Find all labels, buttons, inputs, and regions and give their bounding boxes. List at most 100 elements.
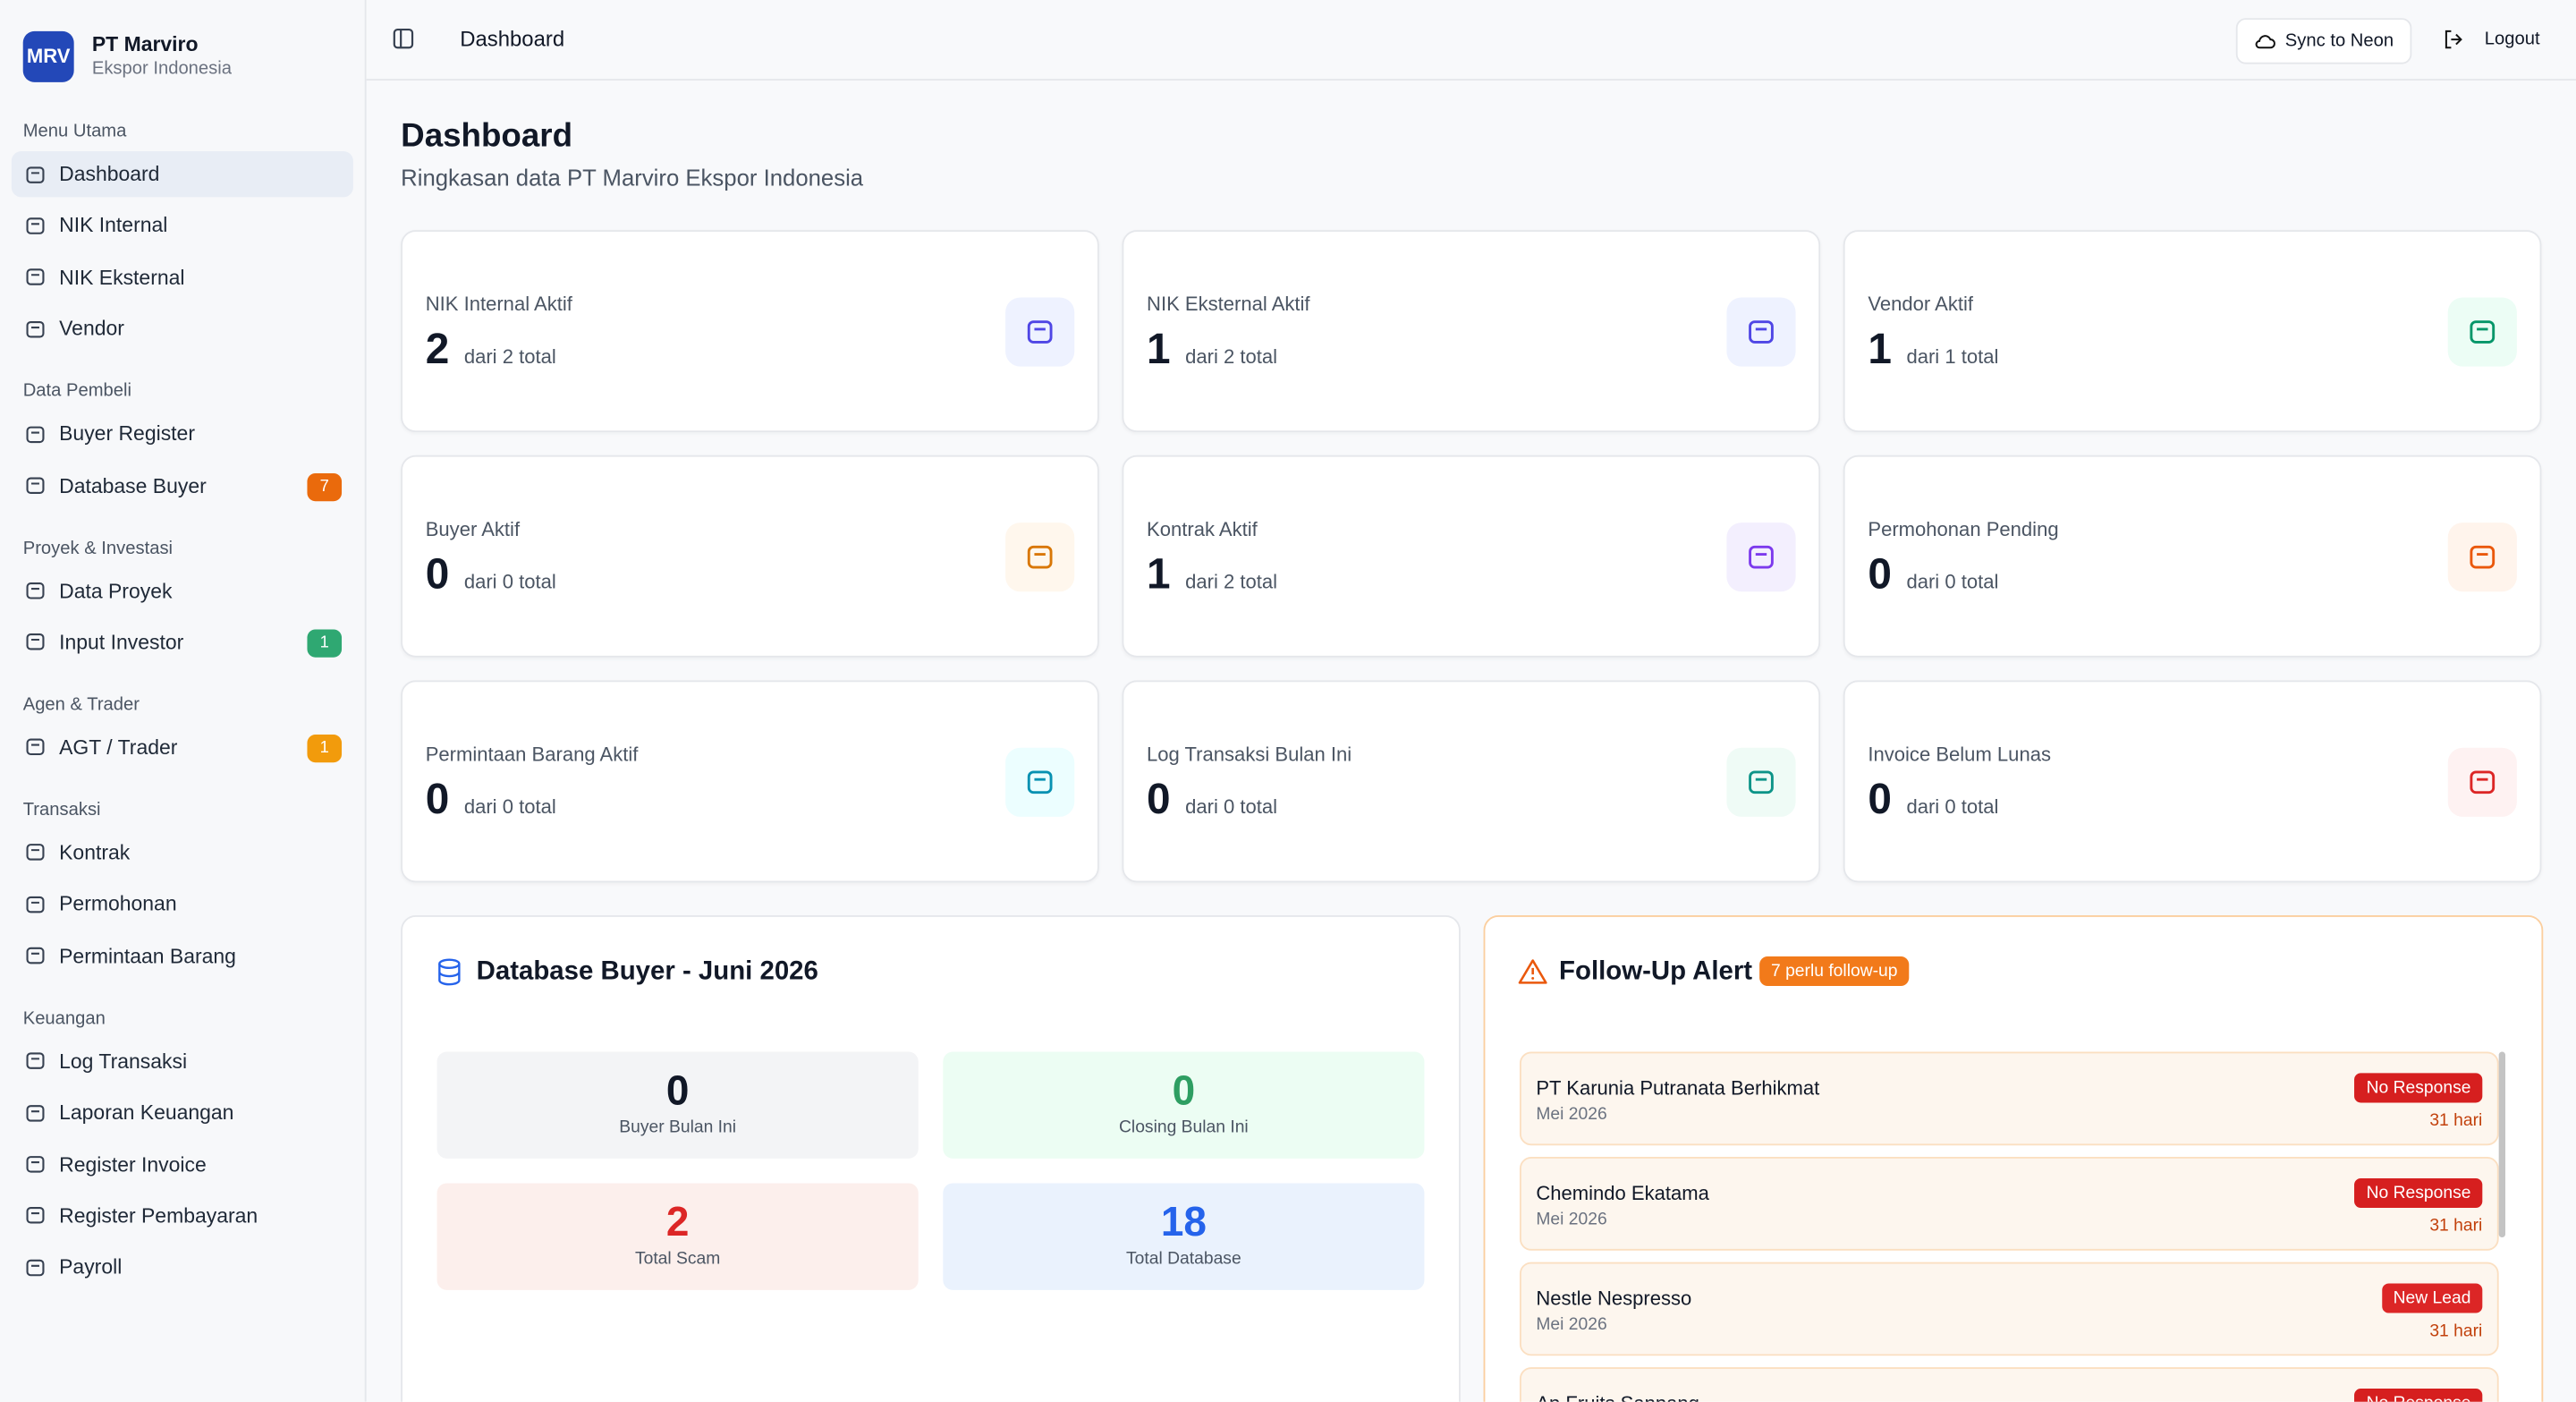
- nav-item[interactable]: Laporan Keuangan: [12, 1090, 353, 1135]
- icon: [26, 1207, 45, 1225]
- alert-month: Mei 2026: [1536, 1209, 1607, 1229]
- stat-card: Buyer Aktif 0 dari 0 total: [401, 455, 1099, 658]
- icon: [26, 1259, 45, 1276]
- stat-value: 0: [425, 774, 450, 824]
- brand-text: PT Marviro Ekspor Indonesia: [92, 33, 232, 79]
- nav-item[interactable]: AGT / Trader 1: [12, 725, 353, 770]
- nav-item[interactable]: NIK Eksternal: [12, 254, 353, 300]
- stat-label: NIK Eksternal Aktif: [1147, 292, 1310, 316]
- alert-month: Mei 2026: [1536, 1104, 1607, 1125]
- nav-item[interactable]: Permintaan Barang: [12, 933, 353, 979]
- sync-label: Sync to Neon: [2284, 30, 2394, 51]
- stat-total: dari 0 total: [463, 570, 556, 594]
- alert-icon: [1518, 959, 1547, 984]
- nav-item-label: Register Invoice: [59, 1152, 207, 1177]
- stat-total: dari 0 total: [463, 794, 556, 819]
- alert-item[interactable]: Nestle Nespresso Mei 2026 New Lead 31 hari: [1519, 1262, 2499, 1356]
- alert-item[interactable]: Chemindo Ekatama Mei 2026 No Response 31 ha…: [1519, 1157, 2499, 1251]
- metric-value: 0: [1172, 1067, 1196, 1115]
- nav-item-label: Register Pembayaran: [59, 1204, 258, 1228]
- nav-item-label: Laporan Keuangan: [59, 1100, 234, 1125]
- stat-card: NIK Internal Aktif 2 dari 2 total: [401, 230, 1099, 433]
- alert-days: 31 hari: [2429, 1110, 2483, 1131]
- stat-label: Invoice Belum Lunas: [1868, 743, 2051, 766]
- icon: [1749, 320, 1774, 344]
- topbar-title: Dashboard: [460, 26, 565, 51]
- stat-value: 0: [1147, 774, 1171, 824]
- icon: [26, 425, 45, 443]
- alert-status: No Response: [2354, 1389, 2483, 1402]
- metric-label: Buyer Bulan Ini: [619, 1117, 737, 1138]
- sidebar: MRV PT Marviro Ekspor Indonesia Menu Uta…: [0, 0, 367, 1402]
- icon: [26, 947, 45, 964]
- alert-status: No Response: [2354, 1073, 2483, 1103]
- stat-total: dari 2 total: [1185, 570, 1278, 594]
- nav-item-label: NIK Eksternal: [59, 266, 185, 289]
- stat-card: Permintaan Barang Aktif 0 dari 0 total: [401, 680, 1099, 883]
- nav-badge: 7: [307, 472, 343, 501]
- stat-value: 2: [425, 323, 450, 373]
- alert-days: 31 hari: [2429, 1216, 2483, 1236]
- sidebar-toggle[interactable]: [393, 28, 414, 49]
- nav-section-title: Proyek & Investasi: [22, 538, 174, 558]
- nav-item[interactable]: Kontrak: [12, 829, 353, 875]
- stat-card: Invoice Belum Lunas 0 dari 0 total: [1843, 680, 2542, 883]
- nav-item-label: Input Investor: [59, 631, 184, 654]
- nav-item[interactable]: NIK Internal: [12, 203, 353, 249]
- nav-item-label: Log Transaksi: [59, 1049, 188, 1073]
- logout-label: Logout: [2484, 30, 2540, 50]
- icon: [26, 320, 45, 337]
- stat-label: Permohonan Pending: [1868, 517, 2059, 541]
- buyer-panel-title: Database Buyer - Juni 2026: [476, 957, 818, 987]
- stat-value: 0: [1868, 774, 1892, 824]
- icon: [2470, 545, 2496, 569]
- metric-label: Total Scam: [634, 1248, 721, 1269]
- nav-item-label: Database Buyer: [59, 474, 207, 497]
- logout-button[interactable]: Logout: [2444, 18, 2540, 61]
- nav-item[interactable]: Dashboard: [11, 150, 353, 198]
- nav-item[interactable]: Input Investor 1: [12, 619, 353, 665]
- buyer-panel: Database Buyer - Juni 2026 0 Buyer Bulan …: [401, 915, 1461, 1402]
- stat-label: Kontrak Aktif: [1147, 517, 1258, 541]
- nav-item[interactable]: Vendor: [12, 306, 353, 352]
- nav-item[interactable]: Buyer Register: [12, 411, 353, 456]
- nav-item[interactable]: Register Pembayaran: [12, 1193, 353, 1238]
- alert-item[interactable]: PT Karunia Putranata Berhikmat Mei 2026 No…: [1519, 1051, 2499, 1146]
- nav-item[interactable]: Payroll: [12, 1245, 353, 1290]
- nav-item[interactable]: Data Proyek: [12, 568, 353, 614]
- nav-section-title: Transaksi: [22, 800, 101, 820]
- alert-count-badge: 7 perlu follow-up: [1759, 956, 1910, 987]
- metric: 2 Total Scam: [436, 1183, 919, 1290]
- stat-value: 0: [425, 548, 450, 599]
- nav-item-label: Data Proyek: [59, 579, 173, 603]
- stat-label: Vendor Aktif: [1868, 292, 1974, 316]
- stat-card: Permohonan Pending 0 dari 0 total: [1843, 455, 2542, 658]
- metric-label: Total Database: [1126, 1248, 1241, 1269]
- metric-value: 18: [1160, 1199, 1207, 1246]
- nav-item[interactable]: Log Transaksi: [12, 1038, 353, 1083]
- icon: [26, 1104, 45, 1121]
- nav-item-label: Permohonan: [59, 892, 177, 916]
- nav-item[interactable]: Permohonan: [12, 881, 353, 927]
- alert-panel-title: Follow-Up Alert: [1559, 957, 1753, 987]
- nav-item[interactable]: Database Buyer 7: [12, 463, 353, 508]
- stat-icon: [2447, 523, 2517, 592]
- icon: [1749, 545, 1774, 569]
- stat-total: dari 2 total: [463, 344, 556, 369]
- nav-item[interactable]: Register Invoice: [12, 1142, 353, 1187]
- alert-status: No Response: [2354, 1177, 2483, 1209]
- stat-card: Kontrak Aktif 1 dari 2 total: [1122, 455, 1821, 658]
- topbar: Dashboard Sync to Neon Logout: [366, 0, 2576, 81]
- icon: [2470, 770, 2496, 794]
- stat-total: dari 0 total: [1185, 794, 1278, 819]
- stat-total: dari 0 total: [1906, 570, 1999, 594]
- sync-button[interactable]: Sync to Neon: [2235, 18, 2412, 64]
- alert-name: Chemindo Ekatama: [1536, 1181, 1709, 1205]
- alert-status: New Lead: [2381, 1283, 2483, 1313]
- stat-icon: [1726, 747, 1796, 817]
- nav-badge: 1: [307, 734, 343, 763]
- stat-card: Vendor Aktif 1 dari 1 total: [1843, 230, 2542, 433]
